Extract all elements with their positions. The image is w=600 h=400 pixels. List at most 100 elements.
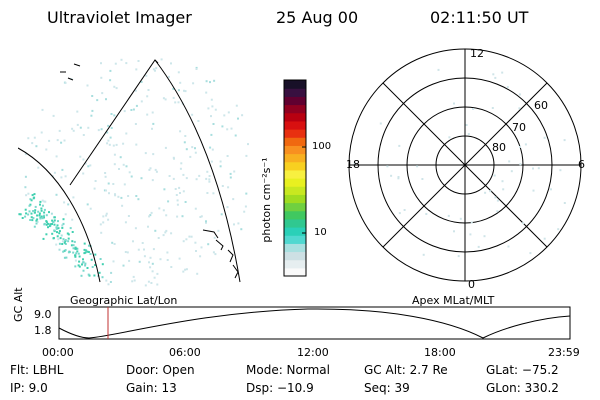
emission-pixel: [43, 222, 46, 225]
emission-pixel: [63, 201, 66, 204]
altitude-ytick-high: 9.0: [34, 308, 52, 321]
polar-emission-pixel: [416, 165, 419, 168]
emission-pixel: [40, 209, 43, 212]
emission-pixel: [56, 139, 59, 142]
emission-pixel: [90, 114, 93, 117]
emission-pixel: [185, 148, 188, 151]
emission-pixel: [210, 115, 212, 118]
emission-pixel: [190, 235, 193, 238]
emission-pixel: [42, 237, 45, 240]
emission-pixel: [143, 255, 146, 258]
emission-pixel: [29, 219, 32, 221]
emission-pixel: [132, 275, 135, 278]
emission-pixel: [208, 178, 211, 181]
emission-pixel: [89, 164, 92, 167]
polar-emission-pixel: [469, 233, 472, 236]
emission-pixel: [176, 203, 179, 206]
emission-pixel: [112, 260, 115, 263]
emission-pixel: [199, 216, 202, 218]
emission-pixel: [189, 155, 192, 158]
polar-emission-pixel: [484, 191, 487, 194]
polar-emission-pixel: [403, 209, 406, 211]
colorbar-swatch: [284, 161, 306, 171]
polar-emission-pixel: [472, 108, 475, 110]
emission-pixel: [113, 153, 116, 156]
emission-pixel: [72, 251, 75, 254]
emission-pixel: [48, 225, 51, 228]
emission-pixel: [134, 123, 137, 125]
altitude-ylabel: GC Alt: [12, 287, 25, 322]
emission-pixel: [64, 213, 67, 216]
emission-pixel: [61, 224, 64, 227]
emission-pixel: [212, 192, 215, 195]
emission-pixel: [45, 221, 48, 224]
emission-pixel: [84, 162, 87, 165]
emission-pixel: [135, 104, 138, 107]
emission-pixel: [45, 214, 48, 217]
left-panel-caption: Geographic Lat/Lon: [70, 294, 178, 307]
colorbar-frame: [283, 79, 307, 277]
emission-pixel: [213, 79, 216, 82]
emission-pixel: [170, 232, 173, 235]
polar-emission-pixel: [453, 230, 455, 233]
altitude-plot-frame: [58, 306, 571, 340]
emission-pixel: [151, 111, 154, 114]
emission-pixel: [122, 142, 125, 145]
emission-pixel: [111, 241, 114, 244]
emission-pixel: [237, 117, 239, 120]
emission-pixel: [87, 251, 90, 253]
emission-pixel: [43, 214, 45, 217]
emission-pixel: [28, 204, 31, 207]
colorbar-swatch: [284, 137, 306, 146]
emission-pixel: [240, 228, 243, 231]
emission-pixel: [178, 257, 181, 260]
emission-pixel: [62, 238, 65, 241]
emission-pixel: [205, 80, 208, 83]
date-label: 25 Aug 00: [276, 8, 359, 27]
emission-pixel: [41, 199, 44, 202]
emission-pixel: [147, 225, 149, 228]
emission-pixel: [112, 183, 115, 185]
polar-emission-pixel: [508, 160, 511, 163]
emission-pixel: [102, 215, 105, 218]
emission-pixel: [156, 272, 159, 275]
emission-pixel: [25, 212, 28, 215]
emission-pixel: [19, 213, 22, 216]
emission-pixel: [88, 244, 90, 247]
emission-pixel: [185, 268, 188, 271]
emission-pixel: [150, 211, 153, 214]
colorbar-tick-label-100: 100: [312, 141, 332, 152]
emission-pixel: [98, 271, 101, 274]
colorbar-swatch: [284, 104, 306, 114]
emission-pixel: [134, 89, 137, 92]
polar-emission-pixel: [507, 245, 510, 248]
emission-pixel: [179, 167, 182, 170]
emission-pixel: [151, 179, 154, 182]
polar-emission-pixel: [532, 189, 535, 192]
emission-pixel: [100, 231, 103, 234]
emission-pixel: [55, 193, 58, 196]
emission-pixel: [213, 236, 216, 239]
emission-pixel: [53, 219, 56, 222]
emission-pixel: [152, 122, 155, 125]
emission-pixel: [53, 229, 56, 232]
emission-pixel: [55, 243, 58, 246]
emission-pixel: [182, 240, 185, 243]
emission-pixel: [154, 69, 156, 72]
emission-pixel: [132, 108, 135, 111]
emission-pixel: [172, 87, 175, 90]
emission-pixel: [63, 241, 66, 244]
emission-pixel: [43, 211, 46, 214]
colorbar-swatch: [284, 88, 306, 97]
emission-pixel: [107, 182, 110, 185]
emission-pixel: [91, 266, 94, 268]
emission-pixel: [184, 90, 187, 93]
emission-pixel: [195, 68, 198, 70]
emission-pixel: [211, 148, 214, 151]
polar-emission-pixel: [422, 253, 425, 256]
seq-info: Seq: 39: [364, 381, 410, 395]
emission-pixel: [82, 258, 84, 261]
emission-pixel: [101, 263, 104, 266]
emission-pixel: [148, 215, 151, 218]
polar-emission-pixel: [550, 188, 552, 191]
